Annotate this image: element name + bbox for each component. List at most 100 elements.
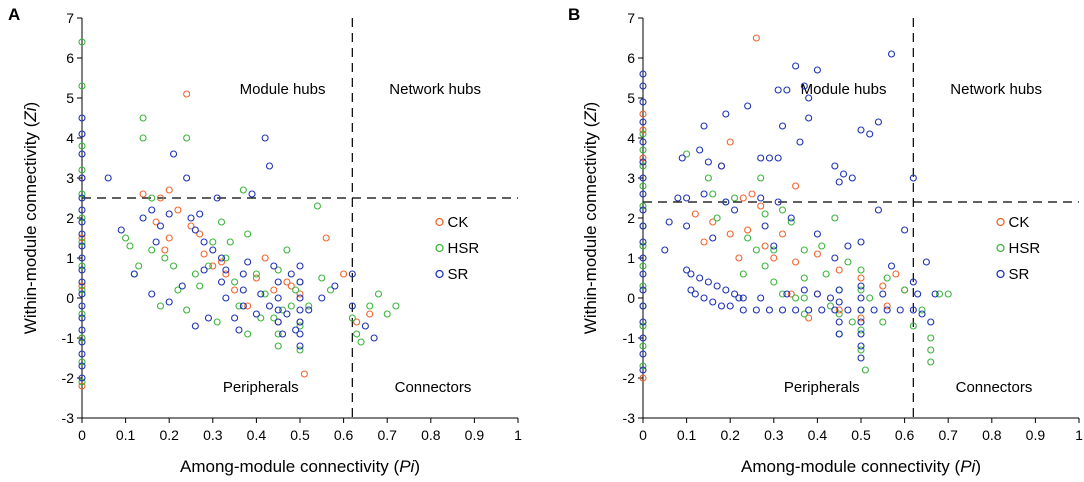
data-point-hsr — [639, 262, 647, 270]
data-point-sr — [639, 98, 647, 106]
data-point-sr — [78, 114, 86, 122]
data-point-sr — [78, 266, 86, 274]
data-point-sr — [896, 306, 904, 314]
data-point-sr — [722, 198, 730, 206]
data-point-hsr — [226, 238, 234, 246]
data-point-hsr — [191, 270, 199, 278]
data-point-sr — [805, 306, 813, 314]
data-point-sr — [331, 282, 339, 290]
data-point-hsr — [770, 278, 778, 286]
data-point-hsr — [353, 330, 361, 338]
data-point-sr — [722, 286, 730, 294]
data-point-ck — [174, 206, 182, 214]
data-point-hsr — [78, 38, 86, 46]
data-point-sr — [826, 294, 835, 302]
x-tick-label: 0.6 — [334, 427, 354, 443]
data-point-hsr — [139, 114, 147, 122]
data-point-hsr — [287, 302, 295, 310]
data-point-ck — [183, 90, 191, 98]
data-point-hsr — [883, 274, 891, 282]
x-tick-label: 0.7 — [938, 427, 958, 443]
x-tick-label: 0.7 — [377, 427, 397, 443]
data-point-ck — [639, 374, 647, 382]
data-point-sr — [78, 254, 86, 262]
series-sr — [639, 50, 939, 374]
data-point-hsr — [800, 274, 808, 282]
data-point-hsr — [78, 378, 86, 386]
data-point-sr — [831, 254, 839, 262]
data-point-sr — [831, 306, 839, 314]
data-point-ck — [156, 194, 165, 202]
data-point-sr — [130, 270, 138, 278]
data-point-sr — [918, 310, 926, 318]
data-point-sr — [639, 174, 647, 182]
data-point-ck — [340, 270, 348, 278]
data-point-ck — [322, 234, 330, 242]
data-point-sr — [639, 138, 647, 146]
data-point-ck — [709, 218, 717, 226]
data-point-sr — [217, 278, 226, 286]
legend-label-sr: SR — [1009, 266, 1030, 283]
data-point-sr — [348, 302, 356, 310]
data-point-sr — [165, 298, 173, 306]
data-point-hsr — [713, 214, 721, 222]
data-point-hsr — [639, 342, 647, 350]
legend-marker-sr — [435, 269, 444, 279]
data-point-ck — [287, 282, 295, 290]
data-point-sr — [731, 290, 739, 298]
data-point-hsr — [78, 214, 86, 222]
data-point-ck — [883, 302, 891, 310]
series-hsr — [639, 130, 952, 374]
data-point-sr — [217, 254, 226, 262]
data-point-hsr — [639, 242, 647, 250]
data-point-ck — [892, 270, 900, 278]
data-point-ck — [857, 314, 865, 322]
x-tick-label: 0.3 — [764, 427, 784, 443]
data-point-sr — [104, 174, 112, 182]
x-tick-label: 0.8 — [982, 427, 1002, 443]
data-point-ck — [835, 266, 843, 274]
data-point-hsr — [831, 214, 839, 222]
data-point-hsr — [279, 306, 287, 314]
data-point-hsr — [274, 342, 282, 350]
data-point-sr — [674, 194, 682, 202]
data-point-ck — [744, 226, 752, 234]
data-point-hsr — [122, 234, 130, 242]
y-tick-label: 7 — [627, 10, 635, 26]
data-point-sr — [866, 130, 874, 138]
data-point-sr — [661, 246, 669, 254]
data-point-hsr — [209, 238, 217, 246]
data-point-hsr — [161, 254, 169, 262]
data-point-sr — [857, 330, 865, 338]
data-point-hsr — [318, 274, 326, 282]
data-point-sr — [683, 194, 691, 202]
data-point-hsr — [257, 314, 265, 322]
data-point-sr — [731, 206, 739, 214]
data-point-sr — [639, 302, 647, 310]
data-point-hsr — [305, 302, 313, 310]
legend-marker-ck — [435, 217, 444, 227]
series-hsr — [78, 38, 400, 386]
y-tick-label: 1 — [66, 250, 74, 266]
data-point-ck — [283, 278, 291, 286]
data-point-sr — [222, 266, 230, 274]
data-point-sr — [713, 282, 721, 290]
data-point-hsr — [231, 278, 239, 286]
data-point-sr — [857, 318, 865, 326]
data-point-sr — [187, 214, 195, 222]
data-point-sr — [261, 134, 269, 142]
x-tick-label: 0 — [78, 427, 86, 443]
data-point-sr — [148, 206, 156, 214]
data-point-sr — [835, 298, 843, 306]
data-point-sr — [78, 290, 86, 298]
data-point-hsr — [392, 302, 400, 310]
data-point-hsr — [326, 286, 335, 294]
data-point-ck — [792, 182, 800, 190]
data-point-sr — [200, 238, 208, 246]
data-point-sr — [639, 158, 647, 166]
data-point-hsr — [861, 366, 869, 374]
data-point-ck — [639, 126, 647, 134]
data-point-ck — [78, 382, 86, 390]
data-point-sr — [248, 190, 256, 198]
data-point-sr — [222, 294, 230, 302]
